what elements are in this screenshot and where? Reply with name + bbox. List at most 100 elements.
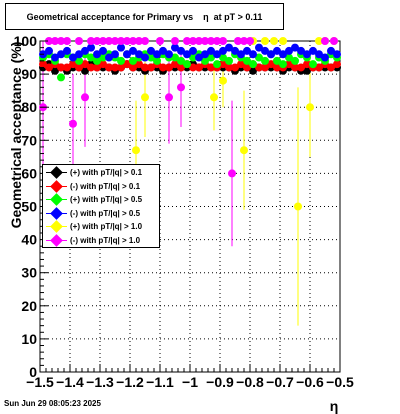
series-4 (39, 43, 341, 62)
data-point (153, 56, 161, 65)
y-axis-label: Geometrical acceptance (%) (8, 42, 24, 229)
data-point (87, 63, 95, 72)
data-point (183, 60, 191, 69)
legend-entry: (+) with pT/|q| > 1.0 (43, 220, 159, 234)
data-point (333, 50, 341, 59)
data-point (291, 56, 299, 65)
x-axis-label: η (330, 398, 339, 414)
data-point (141, 93, 149, 102)
data-point (309, 46, 317, 55)
data-point (63, 63, 71, 72)
data-point (285, 53, 293, 62)
legend-marker (43, 166, 70, 180)
data-point (243, 56, 251, 65)
data-point (75, 37, 83, 45)
data-point (285, 46, 293, 55)
data-point (294, 202, 302, 211)
data-point (177, 56, 185, 65)
x-tick-label: −1.4 (56, 374, 84, 390)
legend-label: (-) with pT/|q| > 0.5 (70, 208, 141, 218)
data-point (267, 60, 275, 69)
x-tick-label: −0.5 (326, 374, 354, 390)
data-point (132, 146, 140, 155)
data-point (75, 56, 83, 65)
legend-marker (43, 220, 70, 234)
data-point (93, 63, 101, 72)
data-point (195, 53, 203, 62)
data-point (303, 50, 311, 59)
data-point (210, 93, 218, 102)
data-point (105, 63, 113, 72)
y-tick-label: 20 (21, 298, 37, 314)
x-tick-label: −0.7 (266, 374, 294, 390)
data-point (201, 56, 209, 65)
y-tick-label: 10 (21, 331, 37, 347)
data-point (87, 37, 95, 45)
data-point (207, 46, 215, 55)
data-point (207, 53, 215, 62)
data-point (81, 93, 89, 102)
data-point (303, 60, 311, 69)
data-point (87, 43, 95, 52)
data-point (315, 37, 323, 45)
data-point (267, 50, 275, 59)
chart-title-box: Geometrical acceptance for Primary vs η … (5, 3, 284, 30)
x-tick-label: −1.5 (26, 374, 54, 390)
data-point (195, 63, 203, 72)
data-point (213, 50, 221, 59)
data-point (177, 46, 185, 55)
data-points (39, 37, 341, 211)
data-point (87, 53, 95, 62)
data-point (306, 103, 314, 112)
y-tick-label: 80 (21, 99, 37, 115)
data-point (255, 53, 263, 62)
data-point (213, 37, 221, 45)
data-point (279, 50, 287, 59)
data-point (99, 37, 107, 45)
data-point (69, 60, 77, 69)
legend-entry: (+) with pT/|q| > 0.5 (43, 193, 159, 207)
data-point (183, 50, 191, 59)
data-point (237, 60, 245, 69)
data-point (225, 43, 233, 52)
legend-entry: (-) with pT/|q| > 0.1 (43, 179, 159, 194)
data-point (219, 76, 227, 85)
data-point (219, 53, 227, 62)
data-point (81, 66, 89, 75)
data-point (93, 37, 101, 45)
chart-title: Geometrical acceptance for Primary vs η … (26, 11, 263, 22)
data-point (135, 37, 143, 45)
data-point (330, 37, 338, 45)
data-point (147, 63, 155, 72)
data-point (228, 169, 236, 178)
data-point (141, 63, 149, 72)
data-point (249, 60, 257, 69)
data-point (303, 66, 311, 75)
y-tick-label: 100 (14, 33, 38, 49)
data-point (111, 37, 119, 45)
data-point (171, 53, 179, 62)
data-point (261, 46, 269, 55)
data-point (165, 93, 173, 102)
data-point (321, 53, 329, 62)
data-point (111, 63, 119, 72)
data-point (159, 63, 167, 72)
legend-marker (43, 206, 70, 220)
data-point (81, 60, 89, 69)
data-point (45, 37, 53, 45)
data-point (231, 63, 239, 72)
data-point (123, 37, 131, 45)
data-point (261, 56, 269, 65)
data-point (315, 63, 323, 72)
data-point (315, 50, 323, 59)
x-tick-label: −0.9 (206, 374, 234, 390)
data-point (93, 50, 101, 59)
y-tick-label: 50 (21, 199, 37, 215)
legend-marker (43, 193, 70, 207)
data-point (51, 53, 59, 62)
x-tick-label: −1.3 (86, 374, 114, 390)
data-point (249, 50, 257, 59)
data-point (189, 46, 197, 55)
data-point (57, 50, 65, 59)
data-point (201, 37, 209, 45)
